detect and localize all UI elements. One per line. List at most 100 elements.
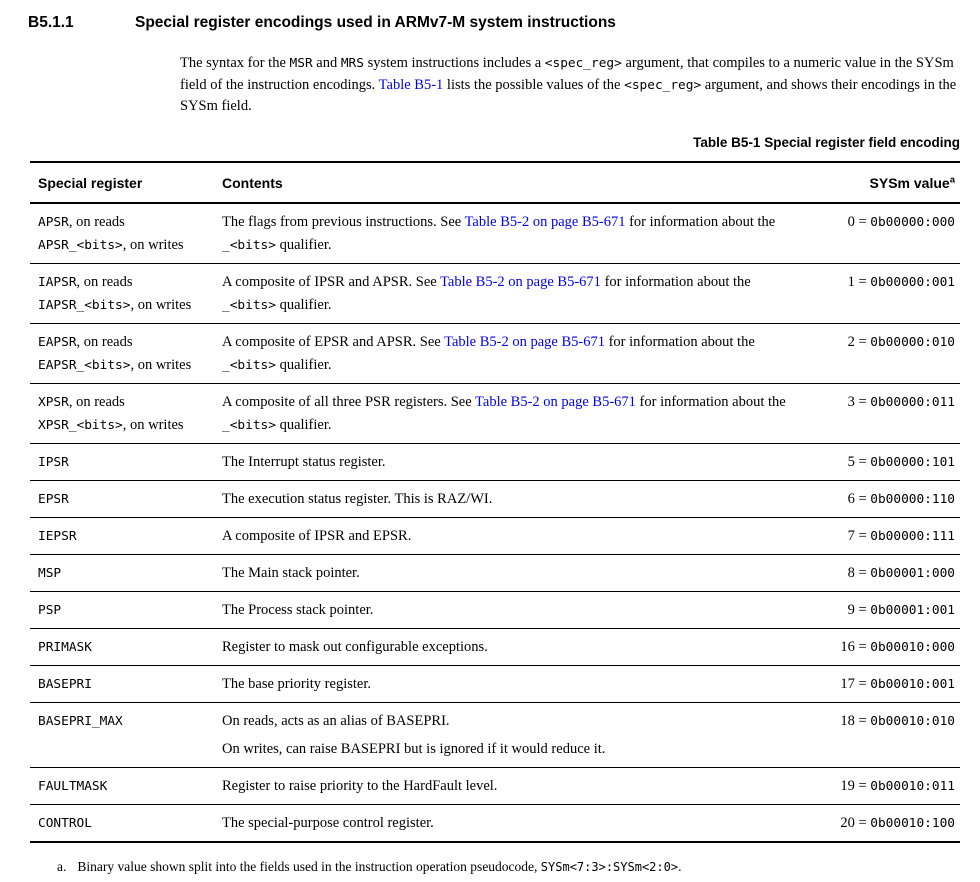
body-text: The Interrupt status register. <box>222 453 386 470</box>
page-title: Special register encodings used in ARMv7… <box>135 14 616 31</box>
body-text: The flags from previous instructions. Se… <box>222 213 465 230</box>
table-row: BASEPRI The base priority register. 17 = 0… <box>30 666 960 703</box>
code-text: BASEPRI <box>38 676 92 692</box>
body-text: , on reads <box>68 213 125 230</box>
contents-paragraph: A composite of all three PSR registers. … <box>222 391 796 437</box>
footnote-text: Binary value shown split into the fields… <box>77 859 681 874</box>
code-text: MRS <box>340 56 364 71</box>
sysm-binary-encoding: 0b00010:000 <box>870 639 955 655</box>
body-text: , on reads <box>68 393 125 410</box>
body-text: qualifier. <box>275 416 332 433</box>
body-text: lists the possible values of the <box>443 76 625 93</box>
sysm-value-cell: 16 = 0b00010:000 <box>810 629 960 665</box>
register-cell: MSP <box>30 555 214 591</box>
contents-cell: The Process stack pointer. <box>214 592 810 628</box>
sysm-decimal-value: 9 = <box>847 601 871 618</box>
sysm-binary-encoding: 0b00010:010 <box>870 713 955 729</box>
contents-cell: A composite of all three PSR registers. … <box>214 384 810 443</box>
register-line: EAPSR_<bits>, on writes <box>38 354 206 377</box>
register-cell: IAPSR, on reads IAPSR_<bits>, on writes <box>30 264 214 323</box>
cross-reference-link[interactable]: Table B5-1 <box>378 76 444 93</box>
contents-cell: A composite of IPSR and APSR. See Table … <box>214 264 810 323</box>
body-text: Register to mask out configurable except… <box>222 638 488 655</box>
body-text: . <box>678 858 682 874</box>
sysm-value-cell: 9 = 0b00001:001 <box>810 592 960 628</box>
register-line: IPSR <box>38 451 206 474</box>
code-text: XPSR_<bits> <box>38 417 123 433</box>
contents-paragraph: Register to raise priority to the HardFa… <box>222 775 796 798</box>
register-line: XPSR, on reads <box>38 391 206 414</box>
register-line: FAULTMASK <box>38 775 206 798</box>
register-cell: CONTROL <box>30 805 214 841</box>
contents-paragraph: A composite of IPSR and EPSR. <box>222 525 796 548</box>
table-caption: Table B5-1 Special register field encodi… <box>0 135 980 150</box>
body-text: The special-purpose control register. <box>222 814 434 831</box>
body-text: A composite of EPSR and APSR. See <box>222 333 445 350</box>
cross-reference-link[interactable]: Table B5-2 on page B5-671 <box>444 333 605 350</box>
contents-paragraph: The execution status register. This is R… <box>222 488 796 511</box>
code-text: _<bits> <box>222 417 276 433</box>
sysm-binary-encoding: 0b00000:110 <box>870 491 955 507</box>
contents-cell: A composite of IPSR and EPSR. <box>214 518 810 554</box>
table-caption-text: Table B5-1 Special register field encodi… <box>693 134 960 150</box>
sysm-decimal-value: 20 = <box>840 814 871 831</box>
register-cell: XPSR, on reads XPSR_<bits>, on writes <box>30 384 214 443</box>
code-text: XPSR <box>38 394 69 410</box>
body-text: The Process stack pointer. <box>222 601 374 618</box>
body-text: and <box>312 55 341 71</box>
section-number: B5.1.1 <box>28 14 74 31</box>
register-line: MSP <box>38 562 206 585</box>
body-text: The syntax for the <box>180 55 290 71</box>
body-text: A composite of all three PSR registers. … <box>222 393 476 410</box>
body-text: , on writes <box>122 236 184 253</box>
register-line: BASEPRI_MAX <box>38 710 206 733</box>
contents-paragraph: The Process stack pointer. <box>222 599 796 622</box>
sysm-value-cell: 1 = 0b00000:001 <box>810 264 960 323</box>
intro-paragraph: The syntax for the MSR and MRS system in… <box>180 53 958 118</box>
contents-paragraph: A composite of EPSR and APSR. See Table … <box>222 331 796 377</box>
register-cell: PRIMASK <box>30 629 214 665</box>
table-row: IAPSR, on reads IAPSR_<bits>, on writes A … <box>30 264 960 324</box>
sysm-value-cell: 0 = 0b00000:000 <box>810 204 960 263</box>
cross-reference-link[interactable]: Table B5-2 on page B5-671 <box>464 213 626 230</box>
register-cell: BASEPRI_MAX <box>30 703 214 767</box>
code-text: BASEPRI_MAX <box>38 713 123 729</box>
sysm-binary-encoding: 0b00000:011 <box>870 394 955 410</box>
contents-cell: Register to mask out configurable except… <box>214 629 810 665</box>
contents-cell: A composite of EPSR and APSR. See Table … <box>214 324 810 383</box>
table-row: XPSR, on reads XPSR_<bits>, on writes A co… <box>30 384 960 444</box>
body-text: Register to raise priority to the HardFa… <box>222 777 498 794</box>
cross-reference-link[interactable]: Table B5-2 on page B5-671 <box>440 273 601 290</box>
sysm-binary-encoding: 0b00001:000 <box>870 565 955 581</box>
body-text: qualifier. <box>275 296 332 313</box>
table-row: MSP The Main stack pointer. 8 = 0b00001:00… <box>30 555 960 592</box>
code-text: _<bits> <box>222 297 276 313</box>
body-text: , on reads <box>76 333 133 350</box>
sysm-value-cell: 17 = 0b00010:001 <box>810 666 960 702</box>
register-cell: IEPSR <box>30 518 214 554</box>
cross-reference-link[interactable]: Table B5-2 on page B5-671 <box>475 393 636 410</box>
contents-paragraph: The Interrupt status register. <box>222 451 796 474</box>
sysm-binary-encoding: 0b00001:001 <box>870 602 955 618</box>
footnote-marker: a. <box>57 858 67 874</box>
code-text: MSR <box>289 56 313 71</box>
register-cell: IPSR <box>30 444 214 480</box>
contents-cell: The Interrupt status register. <box>214 444 810 480</box>
section-heading: B5.1.1 Special register encodings used i… <box>0 0 980 32</box>
sysm-decimal-value: 2 = <box>847 333 871 350</box>
register-cell: FAULTMASK <box>30 768 214 804</box>
register-line: BASEPRI <box>38 673 206 696</box>
sysm-value-cell: 7 = 0b00000:111 <box>810 518 960 554</box>
sysm-decimal-value: 1 = <box>847 273 871 290</box>
code-text: IEPSR <box>38 528 77 544</box>
sysm-decimal-value: 18 = <box>840 712 871 729</box>
contents-paragraph: The special-purpose control register. <box>222 812 796 835</box>
code-text: APSR_<bits> <box>38 237 123 253</box>
body-text: argument, and shows their encodings in t… <box>180 76 957 115</box>
sysm-value-cell: 18 = 0b00010:010 <box>810 703 960 767</box>
contents-cell: The flags from previous instructions. Se… <box>214 204 810 263</box>
contents-cell: On reads, acts as an alias of BASEPRI. On… <box>214 703 810 767</box>
contents-cell: The execution status register. This is R… <box>214 481 810 517</box>
register-cell: BASEPRI <box>30 666 214 702</box>
